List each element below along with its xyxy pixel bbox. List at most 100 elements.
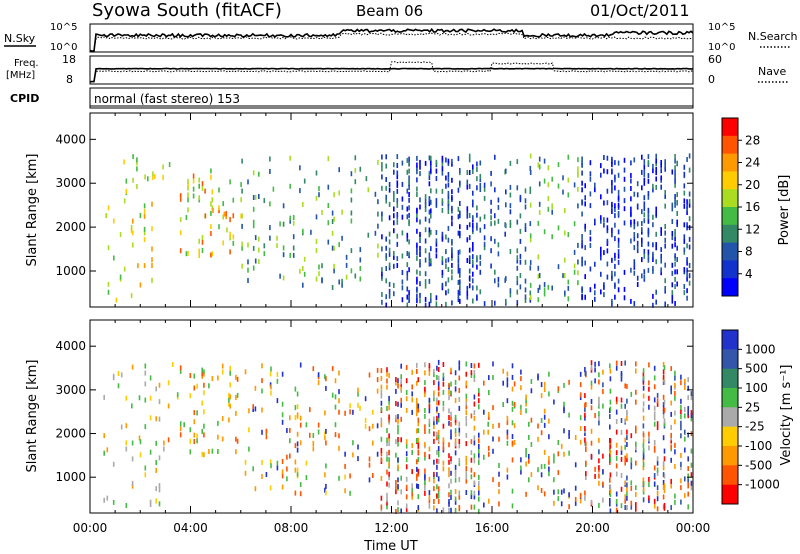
data-cell [344,410,346,416]
data-cell [652,168,654,174]
data-cell [674,232,676,238]
data-cell [388,265,391,271]
data-cell [393,162,395,168]
data-cell [254,406,257,412]
data-cell [671,243,674,249]
data-cell [331,230,334,236]
data-cell [247,242,249,248]
data-cell [258,171,260,177]
data-cell [372,423,374,429]
data-cell [538,210,541,215]
data-cell [614,213,616,219]
nave-tick-bottom: 0 [708,73,715,86]
data-cell [424,194,427,200]
data-cell [553,500,555,506]
data-cell [589,266,592,272]
data-cell [229,382,231,388]
freq-tick-top: 18 [62,53,76,66]
data-cell [642,432,645,438]
data-cell [247,259,249,265]
data-cell [543,178,546,184]
data-cell [138,395,141,401]
data-cell [581,293,583,299]
data-cell [419,270,421,276]
data-cell [674,169,676,175]
data-cell [430,199,432,205]
data-cell [451,177,453,183]
data-cell [664,285,666,291]
data-cell [187,178,189,184]
data-cell [258,259,260,265]
data-cell [676,192,678,198]
data-cell [623,186,626,192]
data-cell [457,279,460,285]
data-cell [210,174,212,180]
data-cell [615,463,618,469]
data-cell [472,202,474,208]
data-cell [386,428,388,434]
data-cell [442,389,445,395]
data-cell [324,472,326,478]
data-cell [416,406,418,412]
data-cell [581,261,583,267]
data-cell [509,219,512,225]
data-cell [478,496,480,502]
data-cell [609,399,612,405]
data-cell [470,439,473,445]
data-cell [201,428,203,434]
data-cell [551,234,553,240]
data-cell [450,456,452,462]
data-cell [435,202,438,208]
data-cell [614,236,616,242]
data-cell [388,475,390,481]
data-cell [513,381,516,387]
data-cell [581,160,583,166]
data-cell [490,215,492,221]
data-cell [388,414,390,420]
data-cell [470,490,473,496]
data-cell [131,364,134,370]
data-cell [598,411,600,417]
data-cell [567,177,570,183]
data-cell [228,397,230,403]
data-cell [585,475,587,480]
data-cell [626,435,628,441]
data-cell [269,225,271,231]
data-cell [626,487,628,493]
cpid-panel: CPID normal (fast stereo) 153 [10,87,694,109]
data-cell [310,229,312,235]
data-cell [107,245,110,251]
data-cell [388,441,390,447]
data-cell [670,389,672,395]
data-cell [466,285,469,291]
data-cell [352,452,354,458]
data-cell [557,451,560,457]
data-cell [505,189,507,195]
data-cell [472,285,474,291]
nsky-frame [89,23,694,53]
data-cell [416,155,418,161]
data-cell [584,393,586,399]
x-tick-label: 08:00 [274,521,309,535]
data-cell [325,440,327,446]
data-cell [416,169,418,175]
data-cell [296,441,299,447]
data-cell [529,260,532,266]
data-cell [385,255,387,261]
data-cell [581,187,583,193]
data-cell [483,429,485,435]
data-cell [537,436,539,442]
data-cell [294,386,297,392]
data-cell [447,277,450,283]
data-cell [465,404,468,410]
data-cell [574,500,577,506]
data-cell [473,425,476,431]
data-cell [386,504,388,510]
data-cell [252,195,255,200]
data-cell [204,213,207,219]
data-cell [417,437,420,443]
data-cell [620,429,623,435]
data-cell [630,196,632,202]
data-cell [606,217,609,223]
data-cell [416,177,418,183]
